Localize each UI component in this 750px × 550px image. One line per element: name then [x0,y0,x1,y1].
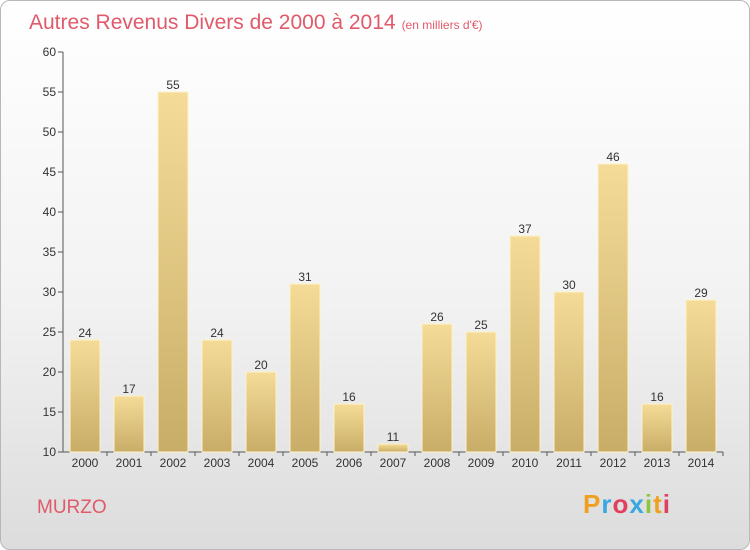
y-tick-label: 60 [43,45,57,59]
proxiti-logo: Proxiti [583,489,671,520]
bar [465,331,497,453]
data-label: 25 [474,318,488,332]
logo-letter: i [644,489,654,519]
y-tick-label: 55 [43,85,57,99]
bar [245,371,277,453]
y-tick-label: 50 [43,125,57,139]
data-label: 20 [254,358,268,372]
y-tick-label: 45 [43,165,57,179]
bar [157,91,189,453]
x-tick-label: 2002 [160,456,187,470]
logo-letter: x [629,489,645,519]
logo-letter: P [583,489,602,519]
y-tick-label: 20 [43,365,57,379]
data-label: 55 [166,78,180,92]
data-label: 29 [694,286,708,300]
location-label: MURZO [37,497,107,518]
x-tick-label: 2007 [380,456,407,470]
y-tick-label: 15 [43,405,57,419]
bar [685,299,717,453]
x-tick-label: 2000 [72,456,99,470]
x-tick-label: 2014 [688,456,715,470]
x-tick-label: 2008 [424,456,451,470]
data-label: 16 [342,390,356,404]
bar [597,163,629,453]
bar [69,339,101,453]
data-label: 30 [562,278,576,292]
data-label: 37 [518,222,532,236]
bar [289,283,321,453]
x-tick-label: 2010 [512,456,539,470]
bar [113,395,145,453]
data-label: 24 [210,326,224,340]
bar [641,403,673,453]
data-label: 16 [650,390,664,404]
data-label: 11 [387,430,400,444]
y-tick-label: 25 [43,325,57,339]
bar [553,291,585,453]
data-label: 26 [430,310,444,324]
logo-letter: o [612,489,630,519]
data-label: 24 [78,326,92,340]
bar [201,339,233,453]
x-tick-label: 2011 [556,456,582,470]
x-tick-label: 2006 [336,456,363,470]
bar [509,235,541,453]
y-tick-label: 10 [43,445,57,459]
chart-title-main: Autres Revenus Divers de 2000 à 2014 [29,11,396,34]
x-tick-label: 2004 [248,456,275,470]
x-tick-label: 2005 [292,456,319,470]
y-tick-label: 35 [43,245,57,259]
data-label: 31 [298,270,312,284]
bar [421,323,453,453]
x-tick-label: 2009 [468,456,495,470]
x-tick-label: 2003 [204,456,231,470]
chart-title: Autres Revenus Divers de 2000 à 2014 (en … [29,11,483,35]
chart-subtitle: (en milliers d'€) [401,18,483,32]
bar [377,443,409,453]
x-tick-label: 2013 [644,456,671,470]
x-tick-label: 2001 [116,456,143,470]
data-label: 46 [606,150,620,164]
y-tick-label: 40 [43,205,57,219]
logo-letter: t [653,489,663,519]
y-tick-label: 30 [43,285,57,299]
x-tick-label: 2012 [600,456,627,470]
logo-letter: r [601,489,613,519]
logo-letter: i [662,489,671,519]
data-label: 17 [122,382,136,396]
bar [333,403,365,453]
